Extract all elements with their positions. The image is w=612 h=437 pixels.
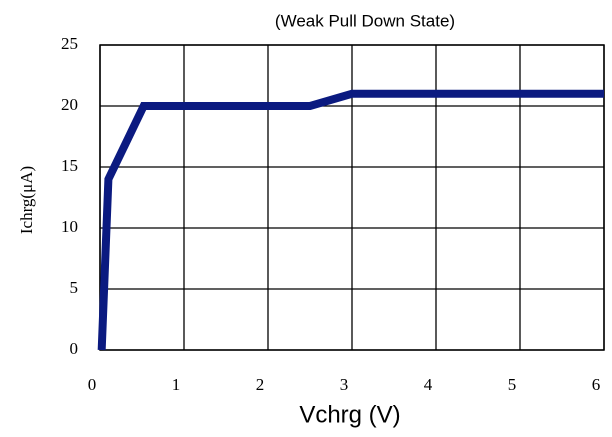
y-tick-label: 25 <box>61 34 78 53</box>
x-tick-label: 6 <box>592 375 601 394</box>
x-tick-label: 2 <box>256 375 265 394</box>
data-line <box>97 89 604 351</box>
y-tick-label: 5 <box>70 278 79 297</box>
x-tick-label: 1 <box>172 375 181 394</box>
y-axis-label: Ichrg(μA) <box>17 166 36 234</box>
y-tick-label: 0 <box>70 339 79 358</box>
plot-border <box>99 44 605 351</box>
x-tick-label: 5 <box>508 375 517 394</box>
y-tick-label: 20 <box>61 95 78 114</box>
y-tick-label: 15 <box>61 156 78 175</box>
y-tick-label: 10 <box>61 217 78 236</box>
x-tick-label: 3 <box>340 375 349 394</box>
x-tick-label: 4 <box>424 375 433 394</box>
x-axis-label: Vchrg (V) <box>299 401 400 428</box>
chart-title: (Weak Pull Down State) <box>275 11 455 30</box>
x-tick-label: 0 <box>88 375 97 394</box>
